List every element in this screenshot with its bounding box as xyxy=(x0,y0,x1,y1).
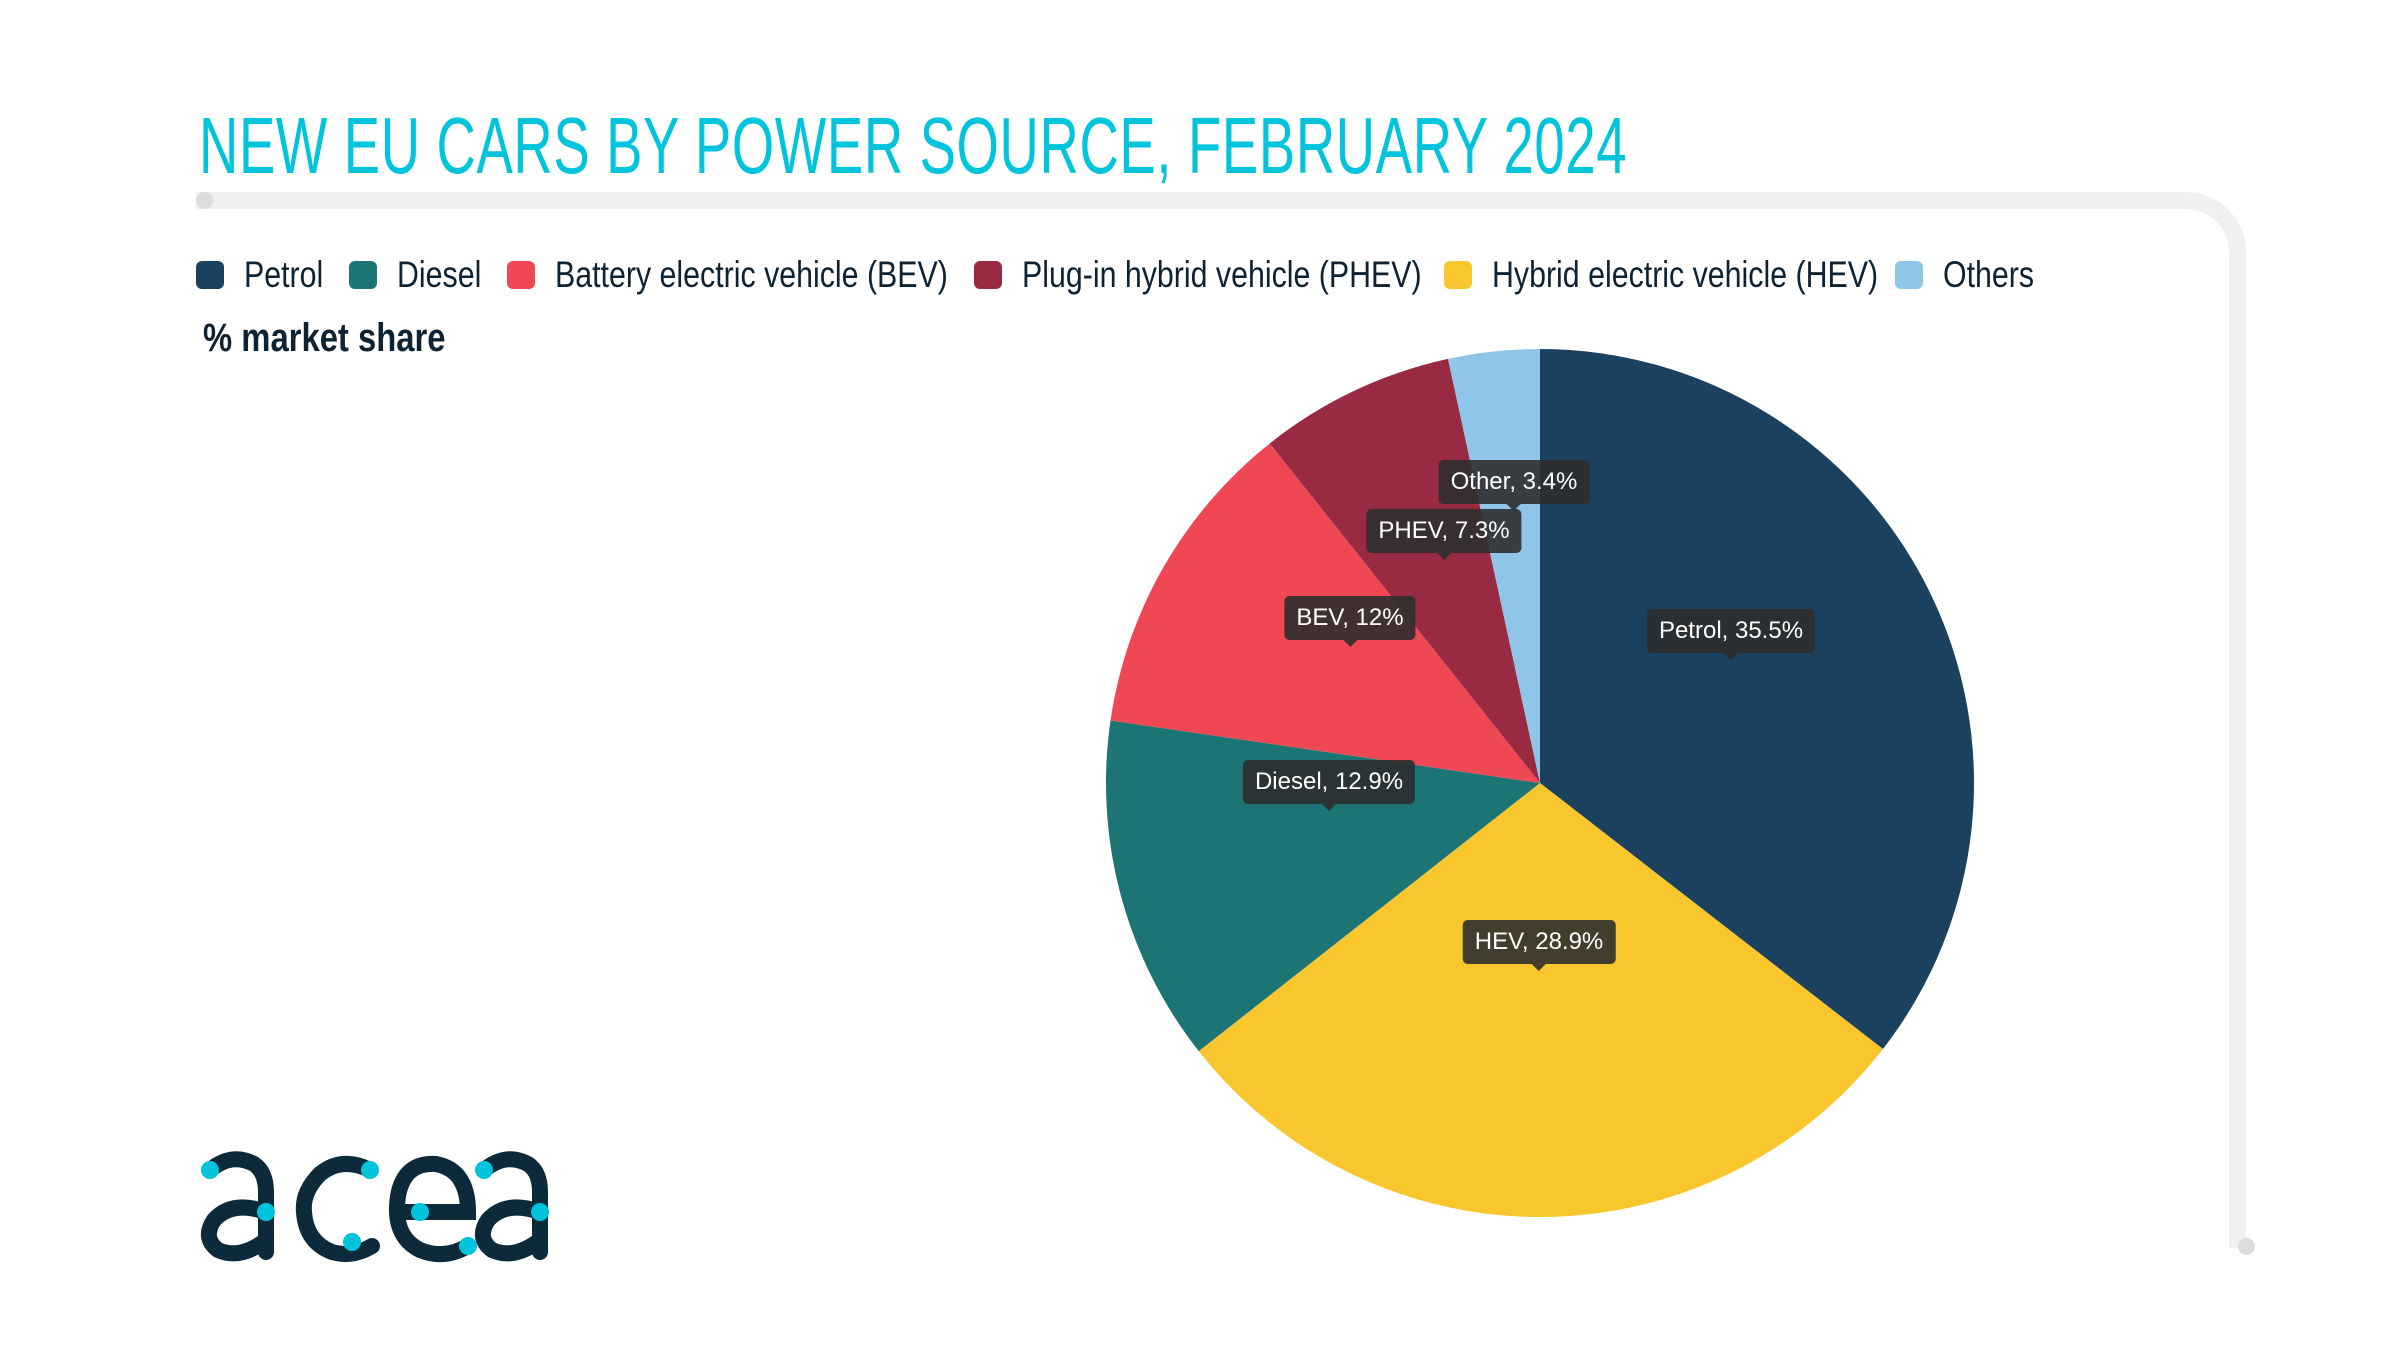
legend-label: Others xyxy=(1943,254,2035,295)
data-label-other: Other, 3.4% xyxy=(1438,460,1590,511)
legend-label: Diesel xyxy=(397,254,482,295)
legend-item[interactable]: Petrol xyxy=(196,254,341,295)
pie-slice-petrol[interactable] xyxy=(1540,349,1974,1050)
data-label-bev: BEV, 12% xyxy=(1284,596,1416,647)
legend-label: Petrol xyxy=(244,254,324,295)
data-label-diesel: Diesel, 12.9% xyxy=(1242,760,1416,811)
pie-slice-other[interactable] xyxy=(1447,349,1540,783)
legend-item[interactable]: Plug-in hybrid vehicle (PHEV) xyxy=(974,254,1509,295)
chart-title: NEW EU CARS BY POWER SOURCE, FEBRUARY 20… xyxy=(199,101,1628,190)
legend-item[interactable]: Hybrid electric vehicle (HEV) xyxy=(1444,254,1963,295)
pie-slice-phev[interactable] xyxy=(1269,358,1540,783)
legend-item[interactable]: Others xyxy=(1895,254,2054,295)
legend-label: Hybrid electric vehicle (HEV) xyxy=(1492,254,1879,295)
legend-swatch xyxy=(507,261,535,289)
acea-logo xyxy=(200,1151,549,1263)
legend-label: Plug-in hybrid vehicle (PHEV) xyxy=(1022,254,1422,295)
legend-swatch xyxy=(1895,261,1923,289)
pie-slice-hev[interactable] xyxy=(1198,783,1883,1217)
data-label-phev: PHEV, 7.3% xyxy=(1366,509,1522,560)
chart-subtitle: % market share xyxy=(203,316,446,360)
legend-item[interactable]: Diesel xyxy=(349,254,500,295)
data-label-hev: HEV, 28.9% xyxy=(1462,920,1616,971)
legend-label: Battery electric vehicle (BEV) xyxy=(555,254,948,295)
pie-slice-diesel[interactable] xyxy=(1106,720,1540,1052)
legend-swatch xyxy=(349,261,377,289)
legend-swatch xyxy=(974,261,1002,289)
frame-border xyxy=(196,192,2246,1248)
legend-swatch xyxy=(1444,261,1472,289)
frame-cap xyxy=(196,192,213,209)
data-label-petrol: Petrol, 35.5% xyxy=(1646,609,1816,660)
legend-item[interactable]: Battery electric vehicle (BEV) xyxy=(507,254,1034,295)
frame-cap xyxy=(2238,1238,2255,1255)
legend-swatch xyxy=(196,261,224,289)
